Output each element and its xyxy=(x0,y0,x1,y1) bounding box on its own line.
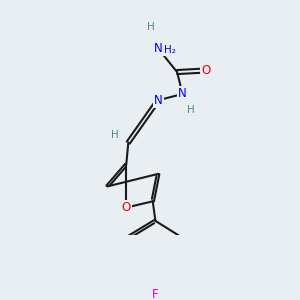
Text: O: O xyxy=(201,64,210,77)
Text: F: F xyxy=(152,288,159,300)
Text: H: H xyxy=(148,22,155,32)
Text: N: N xyxy=(154,42,163,55)
Text: N: N xyxy=(154,94,163,107)
Text: H: H xyxy=(111,130,118,140)
Text: N: N xyxy=(178,88,187,100)
Text: H₂: H₂ xyxy=(164,45,176,56)
Text: H: H xyxy=(187,105,194,115)
Text: O: O xyxy=(122,201,131,214)
